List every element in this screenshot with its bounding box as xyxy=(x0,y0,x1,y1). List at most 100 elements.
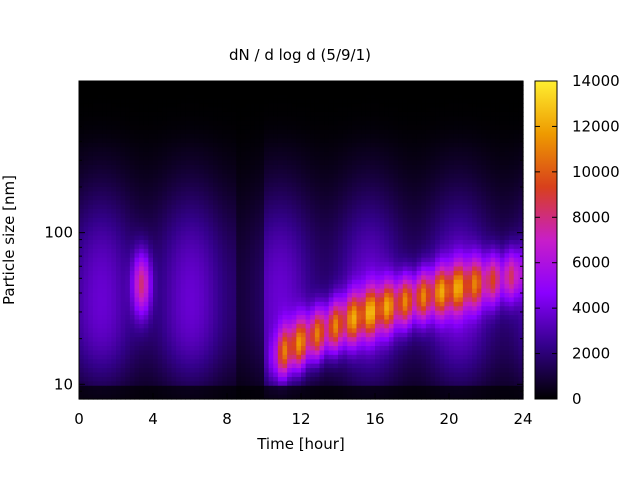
heatmap-cell xyxy=(236,337,241,342)
heatmap-cell xyxy=(199,258,204,263)
heatmap-cell xyxy=(181,222,186,227)
heatmap-cell xyxy=(93,191,98,196)
heatmap-cell xyxy=(111,90,116,95)
heatmap-cell xyxy=(241,355,246,360)
heatmap-cell xyxy=(111,302,116,307)
heatmap-cell xyxy=(125,359,130,364)
heatmap-cell xyxy=(380,152,385,157)
heatmap-cell xyxy=(93,187,98,192)
heatmap-cell xyxy=(273,249,278,254)
heatmap-cell xyxy=(389,284,394,289)
heatmap-cell xyxy=(139,222,144,227)
heatmap-cell xyxy=(366,377,371,382)
heatmap-cell xyxy=(204,236,209,241)
heatmap-cell xyxy=(292,183,297,188)
heatmap-cell xyxy=(241,147,246,152)
heatmap-cell xyxy=(306,249,311,254)
heatmap-cell xyxy=(172,280,177,285)
heatmap-cell xyxy=(121,178,126,183)
heatmap-cell xyxy=(172,94,177,99)
heatmap-cell xyxy=(162,320,167,325)
heatmap-cell xyxy=(116,143,121,148)
heatmap-cell xyxy=(296,355,301,360)
heatmap-cell xyxy=(232,147,237,152)
heatmap-cell xyxy=(370,99,375,104)
heatmap-cell xyxy=(250,324,255,329)
heatmap-cell xyxy=(241,174,246,179)
heatmap-cell xyxy=(343,289,348,294)
heatmap-cell xyxy=(125,328,130,333)
heatmap-cell xyxy=(320,390,325,395)
heatmap-cell xyxy=(343,94,348,99)
heatmap-cell xyxy=(278,280,283,285)
heatmap-cell xyxy=(213,333,218,338)
heatmap-cell xyxy=(199,94,204,99)
heatmap-cell xyxy=(389,275,394,280)
heatmap-cell xyxy=(296,346,301,351)
heatmap-cell xyxy=(292,143,297,148)
heatmap-cell xyxy=(116,99,121,104)
heatmap-cell xyxy=(384,214,389,219)
heatmap-cell xyxy=(204,240,209,245)
heatmap-cell xyxy=(213,178,218,183)
heatmap-cell xyxy=(162,165,167,170)
heatmap-cell xyxy=(204,161,209,166)
heatmap-cell xyxy=(352,121,357,126)
heatmap-cell xyxy=(93,320,98,325)
heatmap-cell xyxy=(204,130,209,135)
heatmap-cell xyxy=(139,302,144,307)
heatmap-cell xyxy=(107,222,112,227)
heatmap-cell xyxy=(296,227,301,232)
heatmap-cell xyxy=(366,152,371,157)
heatmap-cell xyxy=(287,253,292,258)
heatmap-cell xyxy=(148,178,153,183)
heatmap-cell xyxy=(301,169,306,174)
heatmap-cell xyxy=(338,377,343,382)
heatmap-cell xyxy=(232,227,237,232)
heatmap-cell xyxy=(366,293,371,298)
heatmap-cell xyxy=(227,143,232,148)
heatmap-cell xyxy=(269,289,274,294)
heatmap-cell xyxy=(190,143,195,148)
heatmap-cell xyxy=(111,306,116,311)
heatmap-cell xyxy=(264,293,269,298)
heatmap-cell xyxy=(144,240,149,245)
heatmap-cell xyxy=(292,94,297,99)
heatmap-cell xyxy=(255,368,260,373)
heatmap-cell xyxy=(343,267,348,272)
heatmap-cell xyxy=(98,289,103,294)
heatmap-cell xyxy=(366,359,371,364)
heatmap-cell xyxy=(144,324,149,329)
heatmap-cell xyxy=(222,289,227,294)
heatmap-cell xyxy=(125,85,130,90)
heatmap-cell xyxy=(246,191,251,196)
heatmap-cell xyxy=(370,280,375,285)
heatmap-cell xyxy=(176,138,181,143)
heatmap-cell xyxy=(195,346,200,351)
heatmap-cell xyxy=(264,134,269,139)
heatmap-cell xyxy=(125,196,130,201)
heatmap-cell xyxy=(98,368,103,373)
heatmap-cell xyxy=(343,143,348,148)
heatmap-cell xyxy=(88,359,93,364)
heatmap-cell xyxy=(389,262,394,267)
heatmap-cell xyxy=(121,231,126,236)
heatmap-cell xyxy=(255,297,260,302)
heatmap-cell xyxy=(333,377,338,382)
heatmap-cell xyxy=(199,209,204,214)
heatmap-cell xyxy=(88,328,93,333)
heatmap-cell xyxy=(278,191,283,196)
heatmap-cell xyxy=(333,187,338,192)
heatmap-cell xyxy=(361,311,366,316)
heatmap-cell xyxy=(176,267,181,272)
heatmap-cell xyxy=(199,143,204,148)
heatmap-cell xyxy=(181,253,186,258)
heatmap-cell xyxy=(185,183,190,188)
heatmap-cell xyxy=(213,231,218,236)
heatmap-cell xyxy=(98,355,103,360)
heatmap-cell xyxy=(144,337,149,342)
heatmap-cell xyxy=(269,112,274,117)
heatmap-cell xyxy=(380,183,385,188)
heatmap-cell xyxy=(93,284,98,289)
heatmap-cell xyxy=(139,200,144,205)
